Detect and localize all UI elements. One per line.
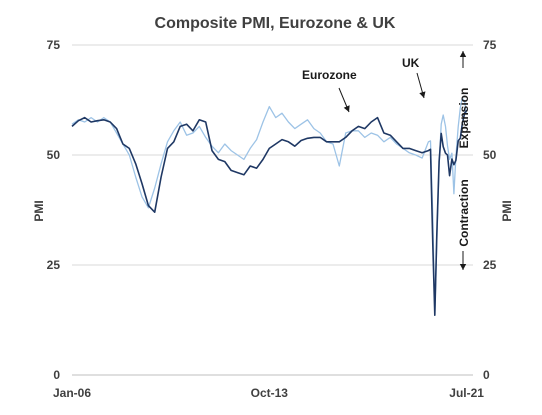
y-tick-right-50: 50 [483,148,497,162]
y-tick-left-75: 75 [47,38,61,52]
chart-title: Composite PMI, Eurozone & UK [155,15,396,32]
tick-labels: 0 0 25 25 50 50 75 75 Jan-06 Oct-13 Jul-21 [47,38,497,400]
annotations: Eurozone UK Expansion Contraction [302,51,471,270]
y-axis-label-left: PMI [32,200,46,221]
annotation-expansion: Expansion [457,88,471,149]
annotation-contraction: Contraction [457,179,471,246]
x-tick-label-0: Jan-06 [53,386,91,400]
annotation-uk: UK [402,56,420,70]
series-line-eurozone [71,109,468,317]
y-tick-right-0: 0 [483,368,490,382]
x-tick-label-2: Jul-21 [449,386,484,400]
y-tick-left-25: 25 [47,258,61,272]
series-line-uk [71,97,468,315]
gridlines [72,44,473,376]
y-tick-right-25: 25 [483,258,497,272]
y-tick-left-50: 50 [47,148,61,162]
annotation-uk-arrow-head [419,91,426,98]
annotation-eurozone: Eurozone [302,68,357,82]
y-axis-label-right: PMI [500,200,514,221]
y-tick-right-75: 75 [483,38,497,52]
y-tick-left-0: 0 [53,368,60,382]
annotation-eurozone-arrow-head [343,105,350,112]
x-tick-label-1: Oct-13 [251,386,289,400]
expansion-arrow-head [459,51,467,57]
series-lines [71,97,468,317]
contraction-arrow-head [459,264,467,270]
